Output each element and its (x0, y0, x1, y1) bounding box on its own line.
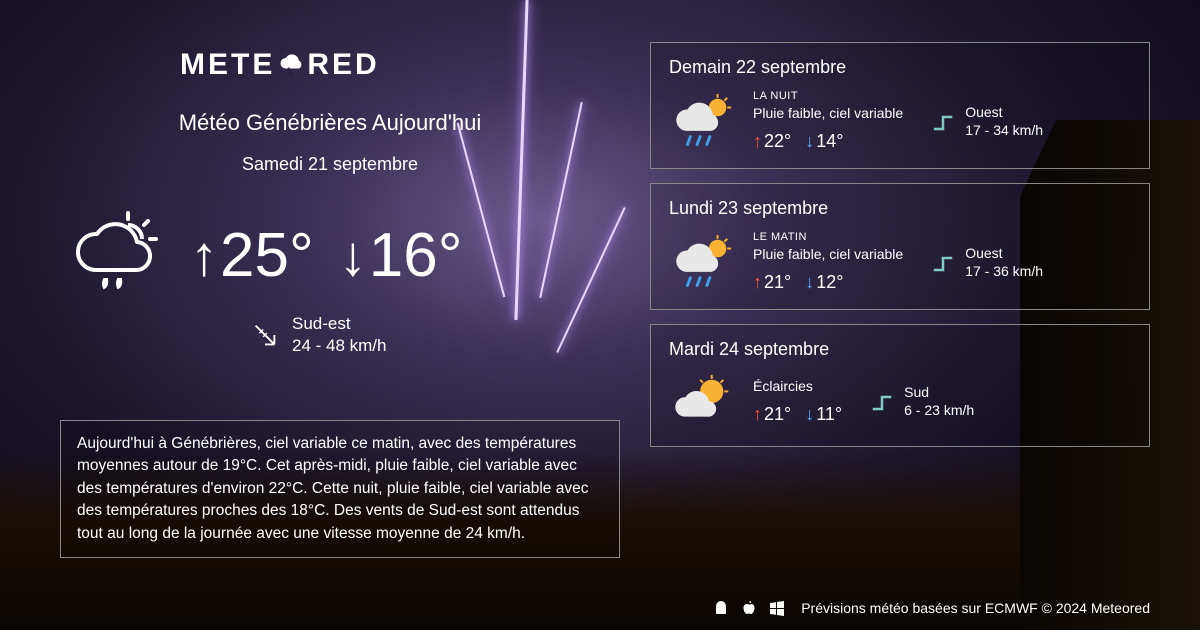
today-high: ↑25° (190, 220, 314, 291)
forecast-low: ↓12° (805, 272, 843, 293)
wind-flag-icon (929, 248, 957, 276)
forecast-date: Mardi 24 septembre (669, 339, 1131, 360)
forecast-cards: Demain 22 septembre LA NUIT Pluie faible… (650, 42, 1150, 447)
forecast-wind: Ouest 17 - 36 km/h (929, 244, 1043, 280)
forecast-card: Lundi 23 septembre LE MATIN Pluie faible… (650, 183, 1150, 310)
forecast-date: Demain 22 septembre (669, 57, 1131, 78)
today-wind-direction: Sud-est (292, 313, 387, 335)
arrow-down-icon: ↓ (805, 131, 814, 151)
forecast-card: Demain 22 septembre LA NUIT Pluie faible… (650, 42, 1150, 169)
forecast-condition: Pluie faible, ciel variable (753, 105, 903, 121)
forecast-wind-speed: 17 - 34 km/h (965, 121, 1043, 139)
forecast-weather-icon (669, 233, 737, 291)
brand-cloud-icon (277, 51, 305, 79)
forecast-card: Mardi 24 septembre Éclaircies ↑21° ↓11° … (650, 324, 1150, 447)
forecast-wind-direction: Ouest (965, 103, 1043, 121)
windows-icon (769, 600, 785, 616)
forecast-date: Lundi 23 septembre (669, 198, 1131, 219)
today-panel: Météo Génébrières Aujourd'hui Samedi 21 … (70, 110, 590, 357)
forecast-weather-icon (669, 92, 737, 150)
page-title: Météo Génébrières Aujourd'hui (70, 110, 590, 136)
brand-text-left: METE (180, 48, 275, 82)
today-date: Samedi 21 septembre (70, 154, 590, 175)
arrow-up-icon: ↑ (753, 131, 762, 151)
arrow-down-icon: ↓ (805, 272, 814, 292)
brand-text-right: RED (307, 48, 379, 82)
android-icon (713, 600, 729, 616)
forecast-period: LA NUIT (753, 90, 903, 102)
forecast-high: ↑21° (753, 404, 791, 425)
arrow-up-icon: ↑ (753, 272, 762, 292)
arrow-down-icon: ↓ (805, 404, 814, 424)
today-wind: Sud-est 24 - 48 km/h (250, 313, 590, 357)
forecast-high: ↑22° (753, 131, 791, 152)
today-description: Aujourd'hui à Génébrières, ciel variable… (60, 420, 620, 558)
arrow-down-icon: ↓ (339, 223, 367, 288)
brand-logo: METE RED (180, 48, 380, 82)
arrow-up-icon: ↑ (190, 223, 218, 288)
today-wind-speed: 24 - 48 km/h (292, 335, 387, 357)
arrow-up-icon: ↑ (753, 404, 762, 424)
apple-icon (741, 600, 757, 616)
wind-flag-icon (929, 107, 957, 135)
forecast-wind-direction: Ouest (965, 244, 1043, 262)
today-weather-icon (70, 205, 170, 305)
forecast-high: ↑21° (753, 272, 791, 293)
forecast-condition: Éclaircies (753, 378, 842, 394)
forecast-condition: Pluie faible, ciel variable (753, 246, 903, 262)
forecast-weather-icon (669, 372, 737, 430)
forecast-wind-speed: 6 - 23 km/h (904, 401, 974, 419)
forecast-low: ↓14° (805, 131, 843, 152)
wind-direction-icon (250, 320, 280, 350)
forecast-wind: Sud 6 - 23 km/h (868, 383, 974, 419)
forecast-wind-direction: Sud (904, 383, 974, 401)
footer: Prévisions météo basées sur ECMWF © 2024… (713, 600, 1150, 616)
today-low: ↓16° (339, 220, 463, 291)
wind-flag-icon (868, 387, 896, 415)
forecast-wind: Ouest 17 - 34 km/h (929, 103, 1043, 139)
forecast-low: ↓11° (805, 404, 842, 425)
forecast-wind-speed: 17 - 36 km/h (965, 262, 1043, 280)
footer-text: Prévisions météo basées sur ECMWF © 2024… (801, 600, 1150, 616)
today-temperatures: ↑25° ↓16° (190, 220, 463, 291)
forecast-period: LE MATIN (753, 231, 903, 243)
